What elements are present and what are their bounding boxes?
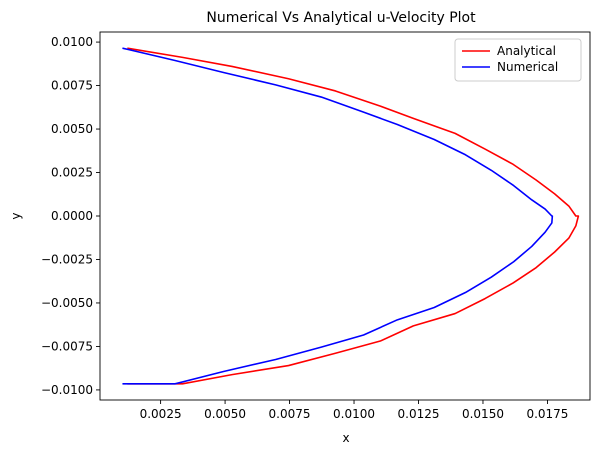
x-tick-label: 0.0075 (269, 407, 311, 421)
y-tick-label: 0.0075 (51, 79, 93, 93)
y-tick-label: −0.0075 (41, 339, 93, 353)
x-axis: 0.0025 0.0050 0.0075 0.0100 0.0125 0.0150 0.01… (140, 400, 568, 421)
x-tick-label: 0.0175 (526, 407, 568, 421)
y-tick-label: 0.0050 (51, 122, 93, 136)
y-tick-label: −0.0100 (41, 383, 93, 397)
y-tick-label: 0.0100 (51, 35, 93, 49)
y-tick-label: 0.0000 (51, 209, 93, 223)
y-tick-label: −0.0025 (41, 252, 93, 266)
legend-label-analytical: Analytical (497, 44, 556, 58)
x-tick-label: 0.0125 (398, 407, 440, 421)
series-line-numerical (122, 47, 554, 385)
series-line-analytical (127, 47, 580, 385)
x-tick-label: 0.0100 (333, 407, 375, 421)
plot-frame (99, 31, 591, 401)
y-tick-label: 0.0025 (51, 166, 93, 180)
legend: Analytical Numerical (454, 38, 582, 82)
legend-label-numerical: Numerical (497, 60, 558, 74)
chart-title: Numerical Vs Analytical u-Velocity Plot (206, 10, 476, 26)
x-axis-label: x (342, 431, 349, 445)
x-tick-label: 0.0150 (462, 407, 504, 421)
x-tick-label: 0.0025 (140, 407, 182, 421)
y-axis-label: y (9, 212, 23, 219)
y-axis: −0.0100 −0.0075 −0.0050 −0.0025 0.0000 0.0025… (41, 35, 100, 397)
y-tick-label: −0.0050 (41, 296, 93, 310)
x-tick-label: 0.0050 (204, 407, 246, 421)
legend-box (454, 38, 582, 82)
plot-area (99, 31, 591, 401)
